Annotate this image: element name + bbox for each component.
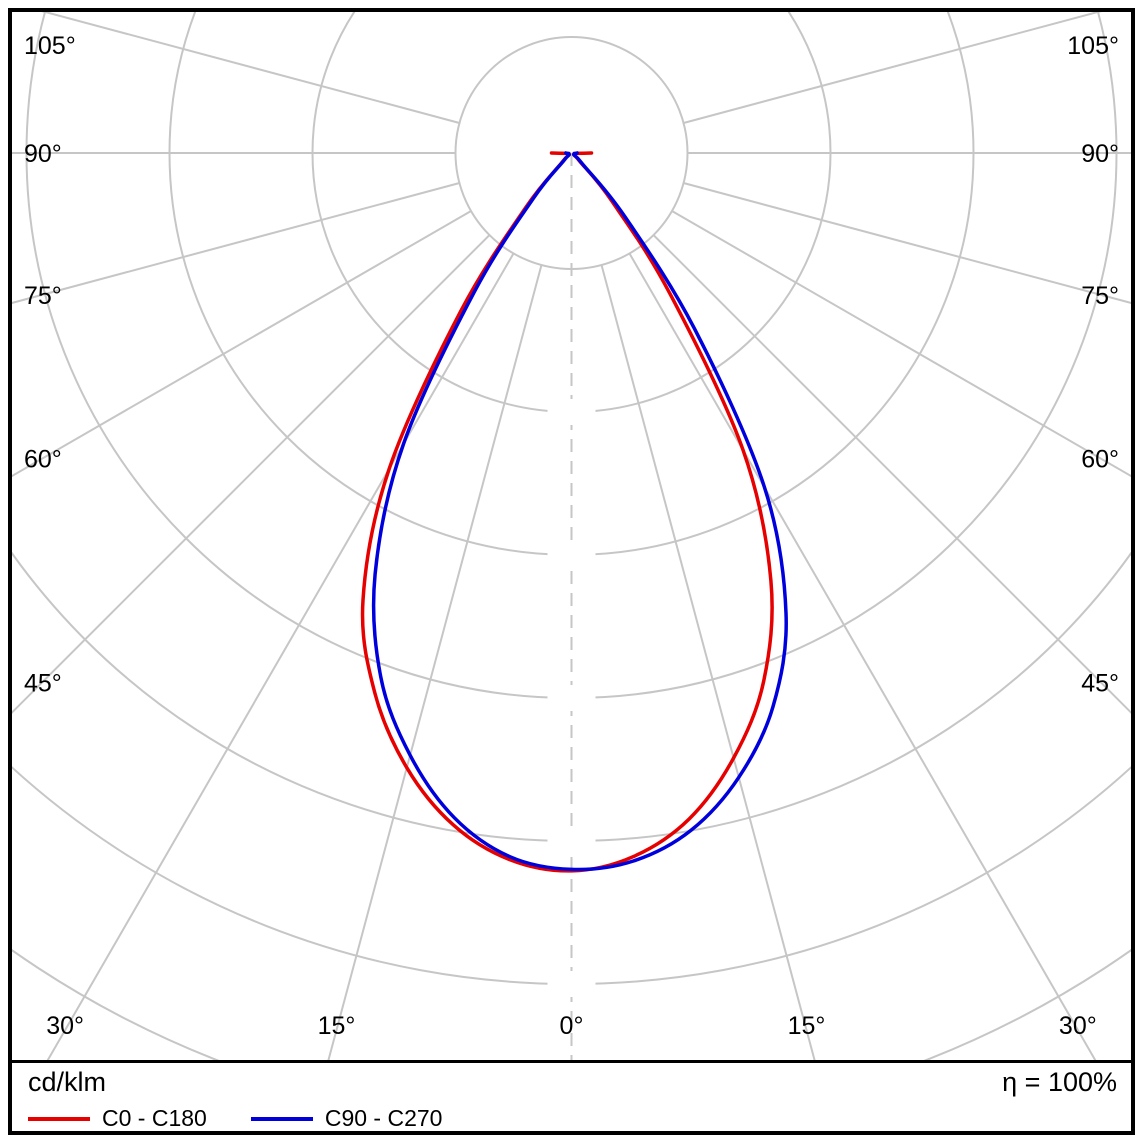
curve-c90-c270 [371,151,788,872]
series-swatch-c90-c270 [250,1116,313,1121]
polar-plot-area: 0° 15° 15° 30° 30° 45° 45° 60° 60° 75° 75° 90° 90° 10… [12,12,1131,1063]
polar-grid [12,12,1131,1060]
angle-label: 75° [24,282,62,310]
angle-label: 105° [24,32,76,60]
legend-series-row: C0 - C180 C90 - C270 [28,1105,1117,1132]
angle-label: 15° [318,1012,356,1040]
angle-label: 105° [1067,32,1119,60]
radial-tick-box [547,685,596,711]
angle-label: 0° [560,1012,584,1040]
legend-top-row: cd/klm η = 100% [28,1067,1117,1098]
angle-label: 60° [24,446,62,474]
angle-label: 15° [788,1012,826,1040]
series-swatch-c0-c180 [28,1116,90,1121]
radial-tick-box [547,399,596,425]
polar-svg: 0° 15° 15° 30° 30° 45° 45° 60° 60° 75° 75° 90° 90° 10… [12,12,1131,1060]
angle-label: 30° [1059,1012,1097,1040]
angle-label: 45° [1081,670,1119,698]
legend: cd/klm η = 100% C0 - C180 C90 - C270 [12,1063,1131,1131]
efficiency-label: η = 100% [1002,1067,1117,1097]
angle-label: 90° [24,140,62,168]
series-label-c0-c180: C0 - C180 [102,1105,207,1131]
legend-item-c0-c180: C0 - C180 [28,1105,207,1132]
legend-item-c90-c270: C90 - C270 [250,1105,443,1132]
angle-label: 90° [1081,140,1119,168]
angle-labels: 0° 15° 15° 30° 30° 45° 45° 60° 60° 75° 75° 90° 90° 10… [24,32,1119,1040]
radial-tick-box [547,542,596,568]
series-label-c90-c270: C90 - C270 [324,1105,443,1131]
diagram-frame: 0° 15° 15° 30° 30° 45° 45° 60° 60° 75° 75° 90° 90° 10… [8,8,1135,1135]
unit-label: cd/klm [28,1067,107,1097]
radial-tick-box [547,828,596,854]
angle-label: 30° [46,1012,84,1040]
angle-label: 60° [1081,446,1119,474]
radial-tick-box [547,971,596,997]
angle-label: 75° [1081,282,1119,310]
angle-label: 45° [24,670,62,698]
